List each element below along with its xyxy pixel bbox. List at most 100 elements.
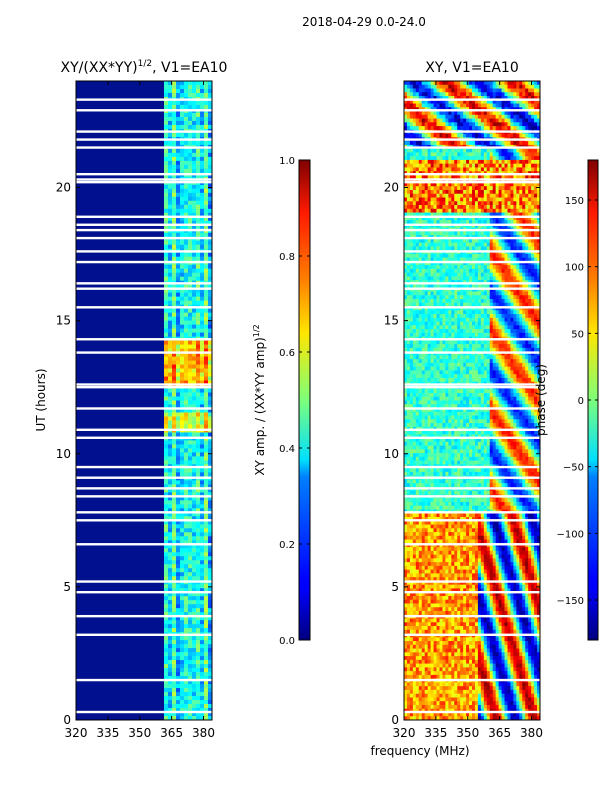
left-heatmap-cell bbox=[188, 161, 192, 165]
right-heatmap-cell bbox=[484, 254, 487, 258]
right-heatmap-cell bbox=[475, 85, 478, 89]
right-heatmap-cell bbox=[496, 85, 499, 89]
right-heatmap-cell bbox=[531, 243, 534, 247]
left-heatmap-cell bbox=[168, 365, 172, 369]
right-heatmap-cell bbox=[419, 122, 422, 126]
right-heatmap-cell bbox=[496, 167, 499, 171]
right-heatmap-cell bbox=[516, 295, 519, 299]
left-heatmap-cell bbox=[192, 696, 196, 700]
right-heatmap-cell bbox=[437, 89, 440, 93]
right-heatmap-cell bbox=[484, 111, 487, 115]
right-heatmap-cell bbox=[484, 246, 487, 250]
left-heatmap-cell bbox=[192, 648, 196, 652]
right-heatmap-cell bbox=[422, 231, 425, 235]
right-heatmap-cell bbox=[451, 231, 454, 235]
left-heatmap-cell bbox=[176, 628, 180, 632]
left-heatmap-cell bbox=[204, 201, 208, 205]
left-heatmap-cell bbox=[168, 197, 172, 201]
right-heatmap-cell bbox=[431, 194, 434, 198]
right-heatmap-cell bbox=[505, 246, 508, 250]
right-heatmap-cell bbox=[493, 156, 496, 160]
right-heatmap-cell bbox=[528, 265, 531, 269]
right-heatmap-cell bbox=[519, 246, 522, 250]
right-heatmap-cell bbox=[475, 92, 478, 96]
left-heatmap-cell bbox=[164, 628, 168, 632]
left-heatmap-cell bbox=[188, 401, 192, 405]
right-heatmap-cell bbox=[519, 190, 522, 194]
left-heatmap-cell bbox=[176, 556, 180, 560]
left-heatmap-cell bbox=[204, 185, 208, 189]
right-heatmap-cell bbox=[484, 194, 487, 198]
left-heatmap-cell bbox=[180, 524, 184, 528]
right-heatmap-cell bbox=[487, 126, 490, 130]
right-heatmap-cell bbox=[516, 122, 519, 126]
right-heatmap-cell bbox=[434, 276, 437, 280]
right-heatmap-cell bbox=[493, 92, 496, 96]
right-heatmap-cell bbox=[472, 160, 475, 164]
right-heatmap-cell bbox=[513, 167, 516, 171]
right-heatmap-cell bbox=[505, 152, 508, 156]
left-heatmap-cell bbox=[168, 576, 172, 580]
left-heatmap-cell bbox=[180, 233, 184, 237]
left-heatmap-cell bbox=[176, 604, 180, 608]
right-heatmap-cell bbox=[522, 160, 525, 164]
right-heatmap-cell bbox=[445, 299, 448, 303]
left-heatmap-cell bbox=[184, 560, 188, 564]
right-heatmap-cell bbox=[460, 299, 463, 303]
right-heatmap-cell bbox=[419, 92, 422, 96]
left-heatmap-cell bbox=[164, 548, 168, 552]
right-heatmap-cell bbox=[490, 81, 493, 85]
right-heatmap-cell bbox=[478, 291, 481, 295]
left-heatmap-cell bbox=[192, 596, 196, 600]
right-heatmap-cell bbox=[419, 81, 422, 85]
left-heatmap-cell bbox=[204, 165, 208, 169]
right-heatmap-cell bbox=[481, 167, 484, 171]
left-heatmap-cell bbox=[176, 500, 180, 504]
left-heatmap-cell bbox=[192, 333, 196, 337]
right-heatmap-cell bbox=[422, 186, 425, 190]
left-heatmap-cell bbox=[200, 668, 204, 672]
left-heatmap-cell bbox=[188, 628, 192, 632]
left-heatmap-cell bbox=[168, 704, 172, 708]
right-heatmap-cell bbox=[493, 276, 496, 280]
left-flag-line bbox=[76, 351, 212, 353]
right-heatmap-cell bbox=[428, 243, 431, 247]
left-heatmap-cell bbox=[200, 105, 204, 109]
left-heatmap-cell bbox=[164, 369, 168, 373]
left-heatmap-cell bbox=[192, 552, 196, 556]
left-heatmap-cell bbox=[176, 401, 180, 405]
left-heatmap-cell bbox=[184, 393, 188, 397]
right-heatmap-cell bbox=[531, 111, 534, 115]
left-heatmap-cell bbox=[196, 564, 200, 568]
right-heatmap-cell bbox=[451, 160, 454, 164]
right-heatmap-cell bbox=[404, 209, 407, 213]
left-heatmap-cell bbox=[172, 149, 176, 153]
right-heatmap-cell bbox=[505, 81, 508, 85]
right-heatmap-cell bbox=[416, 299, 419, 303]
right-heatmap-cell bbox=[428, 201, 431, 205]
right-heatmap-cell bbox=[519, 209, 522, 213]
left-heatmap-cell bbox=[172, 600, 176, 604]
left-heatmap-cell bbox=[204, 365, 208, 369]
right-heatmap-cell bbox=[502, 134, 505, 138]
right-heatmap-cell bbox=[439, 239, 442, 243]
right-heatmap-cell bbox=[519, 111, 522, 115]
right-heatmap-cell bbox=[416, 126, 419, 130]
left-heatmap-cell bbox=[196, 397, 200, 401]
left-heatmap-cell bbox=[188, 125, 192, 129]
left-xtick-label: 350 bbox=[128, 726, 151, 740]
right-heatmap-cell bbox=[493, 295, 496, 299]
right-heatmap-cell bbox=[507, 209, 510, 213]
right-heatmap-cell bbox=[525, 122, 528, 126]
left-heatmap-cell bbox=[188, 165, 192, 169]
left-heatmap-cell bbox=[196, 325, 200, 329]
right-heatmap-cell bbox=[490, 239, 493, 243]
right-heatmap-cell bbox=[407, 314, 410, 318]
left-heatmap-cell bbox=[192, 412, 196, 416]
left-heatmap-cell bbox=[164, 197, 168, 201]
left-heatmap-cell bbox=[192, 341, 196, 345]
left-heatmap-cell bbox=[172, 648, 176, 652]
right-heatmap-cell bbox=[457, 160, 460, 164]
right-heatmap-cell bbox=[407, 205, 410, 209]
right-heatmap-cell bbox=[493, 190, 496, 194]
